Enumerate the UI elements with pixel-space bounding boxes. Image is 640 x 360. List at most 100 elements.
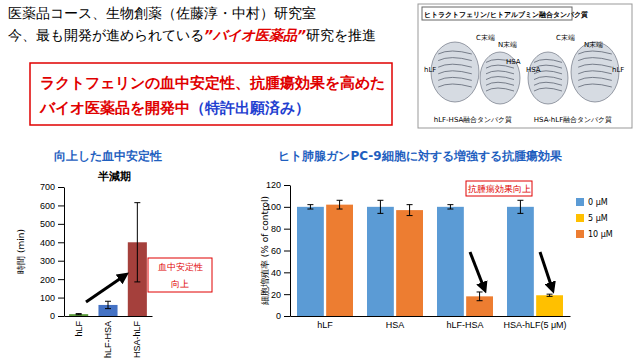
y-axis-title: 時間 (min) — [16, 229, 26, 274]
arrow — [470, 252, 484, 288]
y-tick-mark — [58, 316, 64, 317]
header-line2-part: 研究を推進 — [306, 27, 376, 43]
protein-shape — [480, 52, 520, 104]
figure-label: N末端 — [584, 41, 603, 49]
error-bar-cap — [307, 209, 313, 210]
error-bar — [477, 292, 483, 301]
error-bar-cap — [105, 301, 111, 302]
protein-ribbon — [486, 82, 514, 85]
error-bar — [447, 205, 453, 209]
protein-ribbon — [534, 59, 562, 62]
figure-label: C末端 — [556, 34, 575, 42]
y-tick: 120 — [266, 180, 290, 190]
slide: 医薬品コース、生物創薬（佐藤淳・中村）研究室今、最も開発が進められている”バイオ… — [0, 0, 640, 360]
protein-ribbon — [438, 84, 472, 87]
highlight-line1: ラクトフェリンの血中安定性、抗腫瘍効果を高めた — [40, 74, 385, 92]
protein-ribbon — [486, 77, 514, 80]
protein-ribbon — [578, 64, 612, 67]
protein-ribbon — [578, 71, 612, 74]
bar — [69, 314, 88, 316]
y-axis-title: 細胞増殖率 (% of control) — [260, 196, 270, 306]
arrow — [86, 276, 124, 302]
header-line2-part: 今、最も開発が進められている — [8, 27, 204, 43]
figure-frame — [418, 4, 632, 128]
error-bar-stem — [450, 205, 451, 209]
error-bar-cap — [547, 294, 553, 295]
y-tick: 500 — [40, 219, 64, 229]
error-bar-cap — [134, 281, 140, 282]
y-axis: 0 20 40 60 80 100 120 — [266, 180, 291, 321]
y-tick-label: 120 — [266, 180, 281, 190]
error-bar-cap — [134, 202, 140, 203]
error-bar-stem — [310, 205, 311, 209]
protein-ribbon — [438, 58, 472, 61]
protein-ribbon — [438, 51, 472, 54]
error-bar-cap — [517, 213, 523, 214]
y-tick-label: 300 — [40, 256, 55, 266]
x-axis: hLFHSAhLF-HSAHSA-hLF(5 μM) — [291, 316, 571, 330]
error-bar — [307, 205, 313, 209]
error-bar — [105, 301, 111, 308]
protein-shape — [431, 42, 479, 102]
error-bar-stem — [339, 200, 340, 209]
protein-ribbon — [578, 51, 612, 54]
y-tick-mark — [58, 261, 64, 262]
y-tick-mark — [58, 242, 64, 243]
error-bar-cap — [76, 314, 82, 315]
error-bar-stem — [137, 203, 138, 282]
error-bar — [547, 294, 553, 296]
error-bar-cap — [407, 204, 413, 205]
y-tick-mark — [284, 272, 290, 273]
y-tick: 700 — [40, 182, 64, 192]
y-tick: 80 — [271, 224, 290, 234]
plot-marks — [69, 203, 147, 316]
error-bar-stem — [520, 200, 521, 213]
y-tick-label: 20 — [271, 290, 281, 300]
y-tick-label: 400 — [40, 238, 55, 248]
y-tick-mark — [58, 205, 64, 206]
protein-shape — [528, 52, 568, 104]
chart-title: ヒト肺腺ガンPC-9細胞に対する増強する抗腫瘍効果 — [278, 149, 562, 163]
y-tick-mark — [284, 316, 290, 317]
figure-label: HSA — [526, 66, 541, 74]
header-line2: 今、最も開発が進められている”バイオ医薬品”研究を推進 — [8, 27, 376, 43]
y-tick-label: 80 — [271, 224, 281, 234]
figure-label: hLF — [424, 66, 436, 74]
annotation: 血中安定性 — [158, 262, 203, 272]
x-tick-label: hLF-HSA — [446, 320, 483, 330]
figure-caption: hLF-HSA融合タンパク質 — [434, 116, 513, 124]
y-tick: 100 — [266, 202, 290, 212]
error-bar-cap — [547, 296, 553, 297]
bar — [326, 205, 353, 316]
x-tick-label: hLF-HSA — [103, 321, 113, 358]
error-bar — [407, 205, 413, 216]
legend: 0 μM5 μM10 μM — [576, 198, 613, 239]
y-tick-mark — [284, 251, 290, 252]
x-axis-line — [291, 316, 571, 317]
annotation: 向上 — [171, 279, 189, 289]
y-tick: 300 — [40, 256, 64, 266]
y-tick: 20 — [271, 290, 290, 300]
error-bar-cap — [307, 204, 313, 205]
y-tick-label: 0 — [276, 311, 281, 321]
y-tick-label: 200 — [40, 275, 55, 285]
y-tick-mark — [284, 294, 290, 295]
error-bar-cap — [407, 215, 413, 216]
x-tick-label: hLF — [317, 320, 333, 330]
protein-ribbon — [534, 82, 562, 85]
error-bar-stem — [409, 205, 410, 216]
figure-caption: HSA-hLF融合タンパク質 — [534, 116, 612, 124]
y-tick: 60 — [271, 246, 290, 256]
y-tick: 0 — [276, 311, 290, 321]
legend-swatch — [576, 198, 584, 206]
x-tick-label: hLF — [74, 321, 84, 337]
error-bar-cap — [337, 200, 343, 201]
protein-ribbon — [486, 71, 514, 74]
bar — [507, 207, 534, 316]
y-tick-mark — [284, 207, 290, 208]
error-bar-cap — [377, 213, 383, 214]
y-tick-mark — [58, 187, 64, 188]
y-tick: 400 — [40, 238, 64, 248]
y-tick: 40 — [271, 268, 290, 278]
protein-ribbon — [438, 77, 472, 80]
